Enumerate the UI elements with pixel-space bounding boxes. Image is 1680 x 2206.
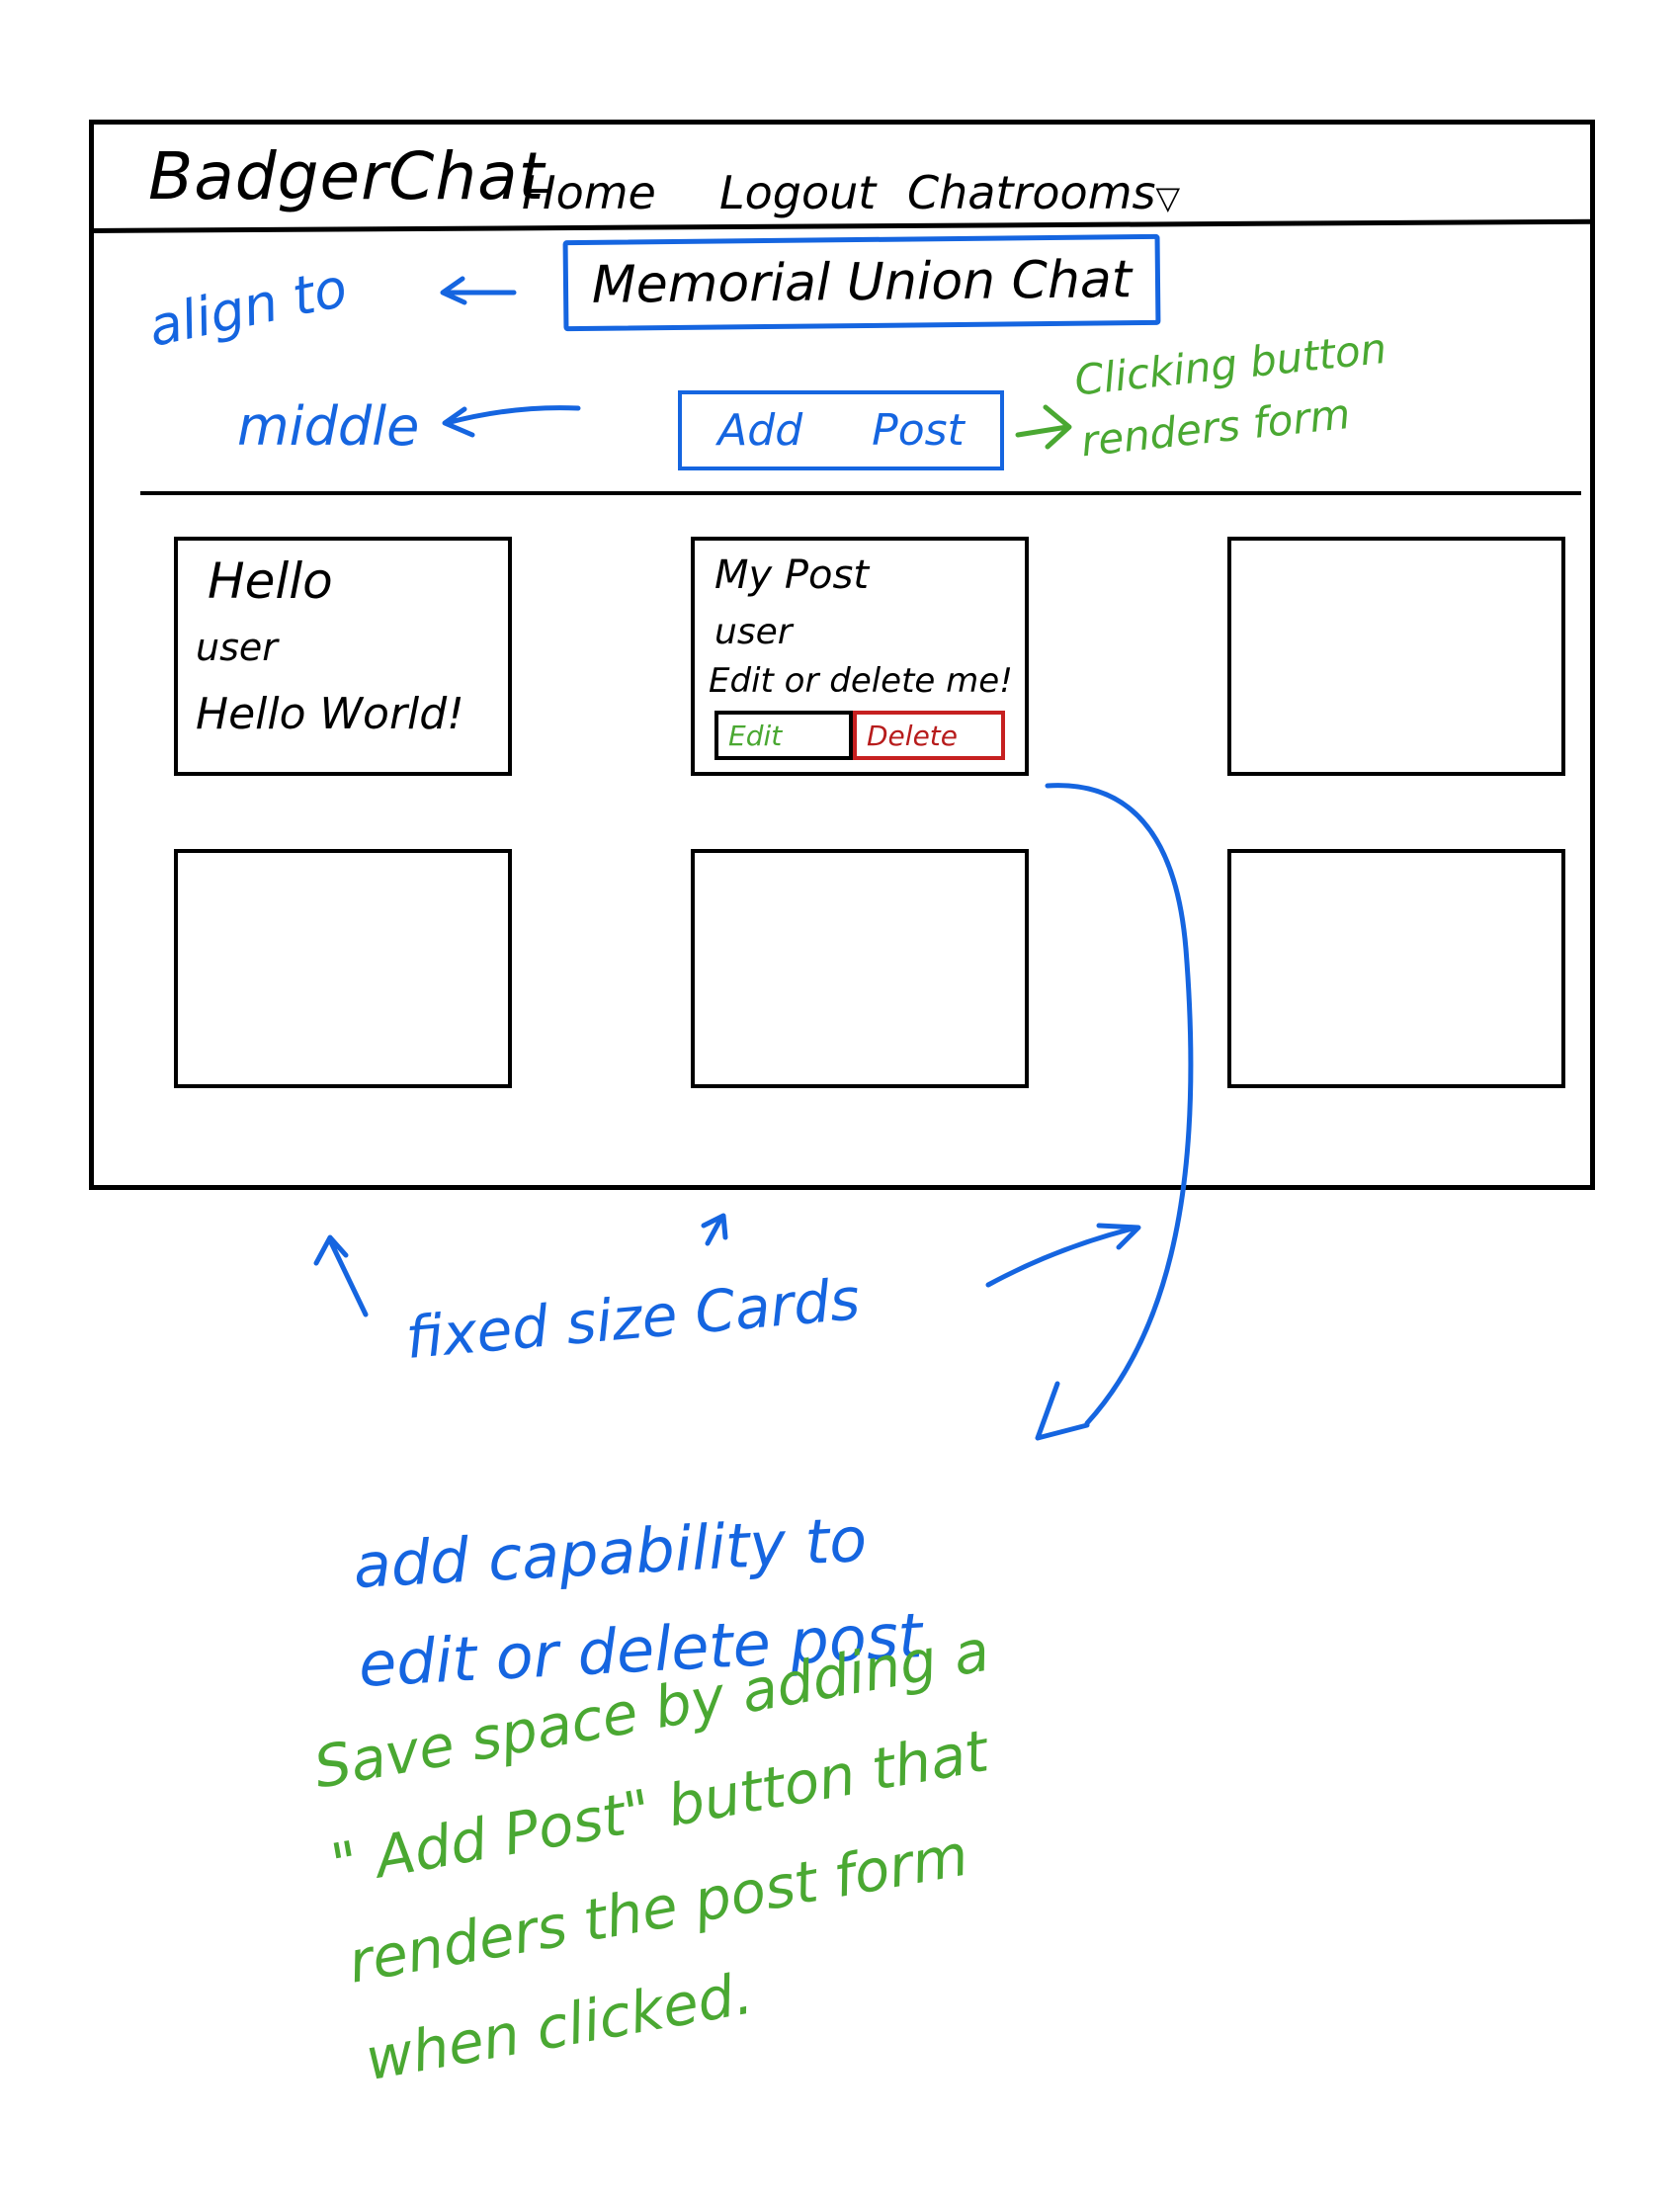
annotation-fixed-size: fixed size Cards: [402, 1265, 863, 1372]
chatroom-title-text: Memorial Union Chat: [591, 250, 1133, 315]
post-card-empty: [1227, 537, 1565, 776]
post-card-empty: [1227, 849, 1565, 1088]
nav-dropdown-chatrooms[interactable]: Chatrooms▽: [907, 166, 1180, 219]
browser-frame: [89, 120, 1595, 1190]
nav-link-home[interactable]: Home: [522, 166, 656, 219]
add-post-button[interactable]: Add Post: [678, 390, 1004, 470]
post-user: user: [196, 626, 278, 669]
annotation-middle: middle: [237, 395, 420, 458]
chatroom-title: Memorial Union Chat: [562, 233, 1161, 332]
post-body: Edit or delete me!: [709, 661, 1013, 701]
arrow-up-icon: [313, 1234, 369, 1317]
arrow-up-icon: [985, 1223, 1141, 1288]
add-post-label-1: Add: [717, 405, 803, 456]
chevron-down-icon: ▽: [1155, 179, 1181, 216]
post-card: Hello user Hello World!: [174, 537, 512, 776]
post-title: Hello: [208, 552, 333, 610]
post-user: user: [714, 612, 793, 652]
add-post-label-2: Post: [872, 405, 965, 456]
content-divider: [140, 491, 1581, 495]
post-card-empty: [174, 849, 512, 1088]
post-card: My Post user Edit or delete me! Edit Del…: [691, 537, 1029, 776]
delete-post-button[interactable]: Delete: [853, 711, 1005, 760]
post-body: Hello World!: [196, 689, 464, 739]
brand-logo[interactable]: BadgerChat: [148, 138, 546, 214]
nav-dropdown-label: Chatrooms: [907, 166, 1156, 219]
nav-link-logout[interactable]: Logout: [719, 166, 877, 219]
post-card-empty: [691, 849, 1029, 1088]
arrow-up-icon: [701, 1213, 728, 1246]
post-title: My Post: [714, 552, 870, 598]
edit-post-button[interactable]: Edit: [714, 711, 853, 760]
